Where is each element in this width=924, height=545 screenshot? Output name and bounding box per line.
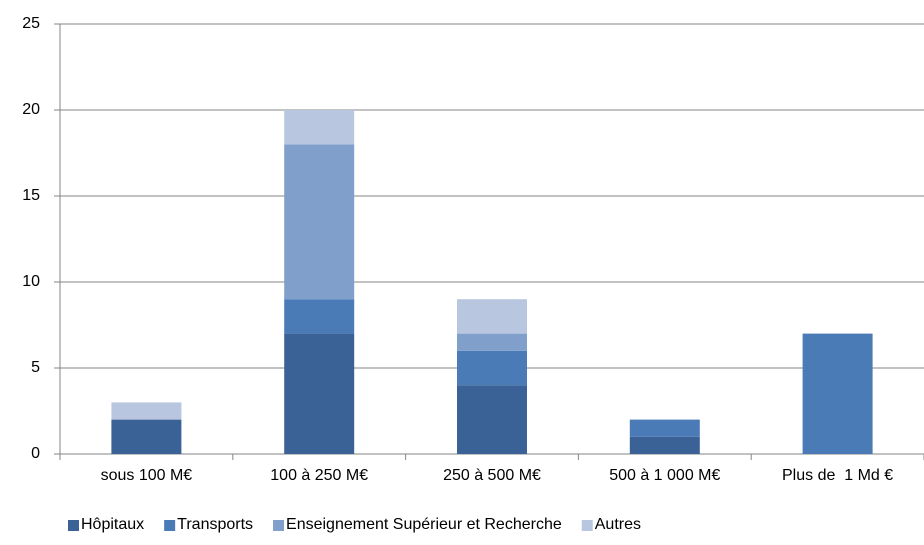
y-tick-label: 10 — [22, 273, 40, 290]
bar-segment — [457, 385, 527, 454]
legend-label: Transports — [177, 516, 253, 533]
legend-swatch — [581, 520, 593, 531]
bar-segment — [111, 402, 182, 420]
y-tick-label: 5 — [31, 359, 40, 376]
legend-swatch — [273, 520, 285, 531]
legend-swatch — [164, 520, 176, 531]
y-tick-label: 25 — [22, 15, 40, 32]
legend-label: Autres — [595, 516, 641, 533]
y-tick-label: 0 — [31, 445, 40, 462]
legend-swatch — [68, 520, 79, 531]
bar-segment — [284, 333, 355, 454]
legend-label: Hôpitaux — [81, 516, 144, 533]
bar-segment — [284, 299, 355, 334]
y-tick-label: 20 — [22, 101, 40, 118]
bar-segment — [111, 419, 182, 454]
bar-segment — [284, 144, 355, 300]
bar-segment — [457, 350, 527, 386]
x-tick-label: sous 100 M€ — [101, 467, 193, 484]
bar-segment — [284, 110, 355, 145]
x-tick-label: 500 à 1 000 M€ — [609, 467, 720, 484]
x-tick-label: 250 à 500 M€ — [443, 467, 541, 484]
bar-segment — [457, 333, 527, 351]
bar-segment — [629, 419, 700, 437]
bar-segment — [457, 299, 527, 334]
legend-label: Enseignement Supérieur et Recherche — [286, 516, 562, 533]
bar-segment — [629, 436, 700, 454]
x-tick-label: 100 à 250 M€ — [270, 467, 368, 484]
y-tick-label: 15 — [22, 187, 40, 204]
bar-segment — [802, 333, 873, 454]
x-tick-label: Plus de 1 Md € — [782, 467, 893, 484]
